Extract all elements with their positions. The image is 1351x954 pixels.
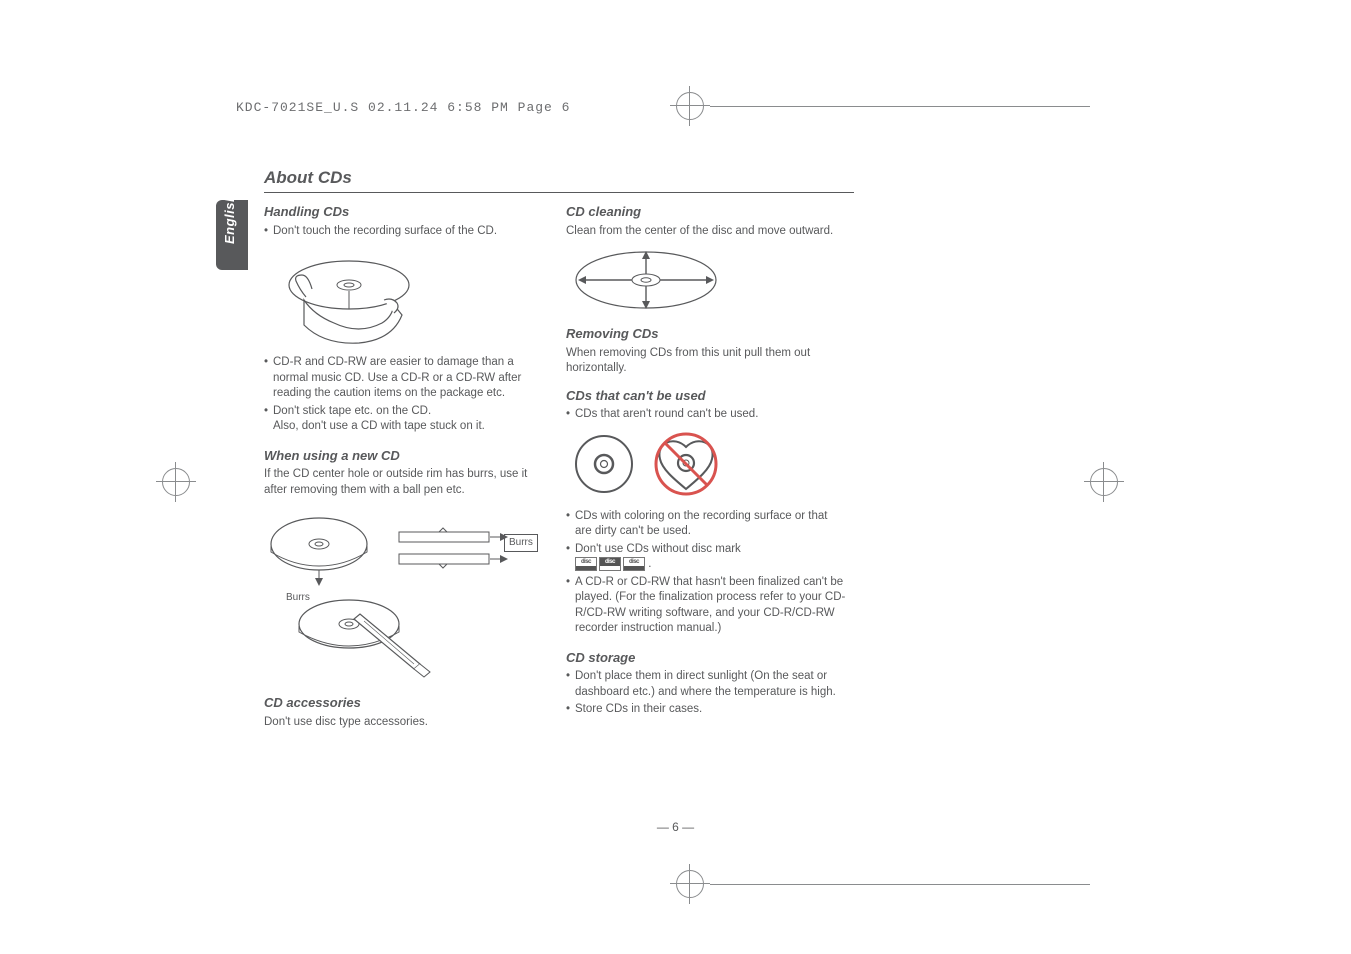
burrs-label-right: Burrs — [504, 534, 538, 552]
section-title-row: About CDs — [264, 168, 854, 193]
bullet-handling-1: Don't touch the recording surface of the… — [264, 224, 544, 240]
heading-cds-cant-be-used: CDs that can't be used — [566, 387, 846, 405]
left-column: Handling CDs Don't touch the recording s… — [264, 201, 544, 736]
body-cd-cleaning: Clean from the center of the disc and mo… — [566, 224, 846, 240]
right-column: CD cleaning Clean from the center of the… — [566, 201, 846, 736]
figure-hold-cd — [264, 245, 544, 345]
bullet-cant-1: CDs that aren't round can't be used. — [566, 407, 846, 423]
heading-cd-storage: CD storage — [566, 649, 846, 667]
bullet-handling-3: Don't stick tape etc. on the CD. Also, d… — [264, 404, 544, 435]
registration-mark-right — [1090, 468, 1120, 498]
bullet-cant-4: A CD-R or CD-RW that hasn't been finaliz… — [566, 575, 846, 637]
print-header-meta: KDC-7021SE_U.S 02.11.24 6:58 PM Page 6 — [236, 100, 570, 115]
burrs-label-left: Burrs — [286, 592, 310, 603]
heading-handling-cds: Handling CDs — [264, 203, 544, 221]
figure-burrs: Burrs — [264, 504, 544, 684]
section-title: About CDs — [264, 168, 352, 187]
disc-mark-icons: disc disc disc — [575, 557, 645, 571]
registration-mark-top — [676, 92, 706, 122]
registration-mark-left — [162, 468, 192, 498]
page-number: — 6 — — [0, 820, 1351, 834]
heading-new-cd: When using a new CD — [264, 447, 544, 465]
bullet-storage-2: Store CDs in their cases. — [566, 702, 846, 718]
heading-removing-cds: Removing CDs — [566, 325, 846, 343]
language-tab: English — [216, 200, 248, 270]
body-new-cd: If the CD center hole or outside rim has… — [264, 467, 544, 498]
heading-cd-accessories: CD accessories — [264, 694, 544, 712]
body-cd-accessories: Don't use disc type accessories. — [264, 715, 544, 731]
figure-non-round-cds — [566, 429, 846, 499]
language-tab-label: English — [222, 194, 237, 244]
registration-mark-bottom — [676, 870, 706, 900]
page-content: About CDs Handling CDs Don't touch the r… — [264, 168, 854, 736]
figure-cleaning — [566, 245, 846, 315]
heading-cd-cleaning: CD cleaning — [566, 203, 846, 221]
bullet-handling-2: CD-R and CD-RW are easier to damage than… — [264, 355, 544, 402]
body-removing-cds: When removing CDs from this unit pull th… — [566, 346, 846, 377]
bullet-cant-2: CDs with coloring on the recording surfa… — [566, 509, 846, 540]
bullet-storage-1: Don't place them in direct sunlight (On … — [566, 669, 846, 700]
bullet-cant-3: Don't use CDs without disc mark disc dis… — [566, 542, 846, 573]
